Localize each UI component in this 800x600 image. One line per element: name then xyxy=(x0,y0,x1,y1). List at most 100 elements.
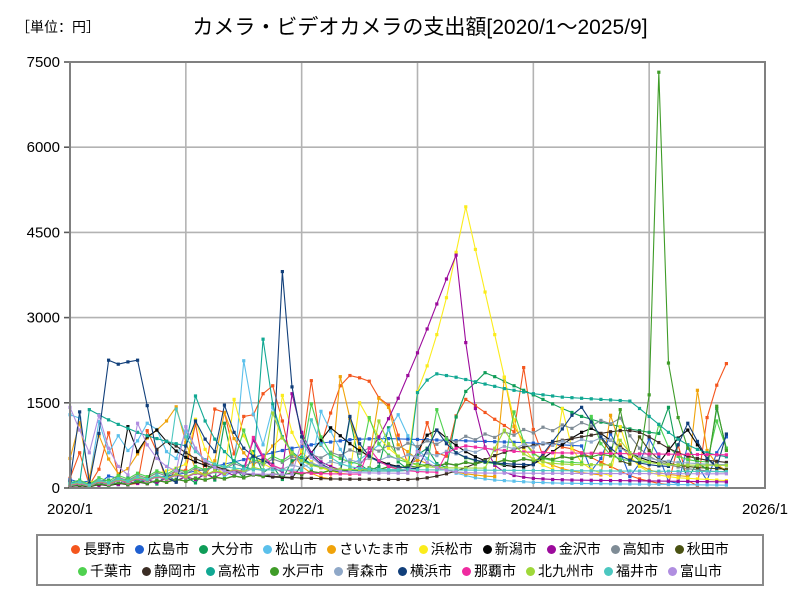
x-tick-label: 2026/1 xyxy=(742,501,788,518)
data-point-marker xyxy=(319,471,323,476)
data-point-marker xyxy=(309,461,313,465)
data-point-marker xyxy=(715,419,719,423)
data-point-marker xyxy=(338,454,342,458)
data-point-marker xyxy=(599,456,603,461)
data-point-marker xyxy=(637,406,642,411)
data-point-marker xyxy=(715,480,719,484)
data-point-marker xyxy=(695,447,700,451)
data-point-marker xyxy=(589,426,593,430)
legend-item-高知市[interactable]: 高知市 xyxy=(610,542,665,556)
data-point-marker xyxy=(184,429,188,433)
data-point-marker xyxy=(367,415,371,420)
data-point-marker xyxy=(705,456,709,461)
data-point-marker xyxy=(319,441,323,445)
data-point-marker xyxy=(512,410,516,414)
data-point-marker xyxy=(406,471,410,475)
data-point-marker xyxy=(377,436,381,441)
data-point-marker xyxy=(309,469,313,473)
data-point-marker xyxy=(512,479,516,483)
legend-item-横浜市[interactable]: 横浜市 xyxy=(398,564,452,578)
data-point-marker xyxy=(367,437,371,441)
data-point-marker xyxy=(213,407,217,411)
legend-marker-icon xyxy=(71,544,81,554)
data-point-marker xyxy=(580,444,584,448)
data-point-marker xyxy=(406,437,410,441)
legend-item-水戸市[interactable]: 水戸市 xyxy=(270,564,324,578)
data-point-marker xyxy=(637,454,642,458)
data-point-marker xyxy=(126,448,130,453)
legend-marker-icon xyxy=(206,566,215,576)
data-point-marker xyxy=(647,454,651,458)
data-point-marker xyxy=(628,458,632,462)
data-point-marker xyxy=(338,447,342,451)
legend-item-秋田市[interactable]: 秋田市 xyxy=(674,542,729,556)
legend-item-広島市[interactable]: 広島市 xyxy=(135,542,189,556)
legend-label: 水戸市 xyxy=(282,563,324,579)
data-point-marker xyxy=(164,450,169,454)
data-point-marker xyxy=(715,483,719,487)
data-point-marker xyxy=(580,421,584,425)
data-point-marker xyxy=(454,463,458,467)
data-point-marker xyxy=(570,436,574,441)
data-point-marker xyxy=(396,457,400,461)
data-point-marker xyxy=(715,451,719,455)
data-point-marker xyxy=(580,481,584,486)
data-point-marker xyxy=(155,469,159,473)
legend-item-富山市[interactable]: 富山市 xyxy=(668,564,722,578)
data-point-marker xyxy=(551,429,555,433)
legend-item-新潟市[interactable]: 新潟市 xyxy=(482,542,537,556)
legend-item-長野市[interactable]: 長野市 xyxy=(71,542,125,556)
data-point-marker xyxy=(686,428,690,432)
legend-item-千葉市[interactable]: 千葉市 xyxy=(78,564,132,578)
data-point-marker xyxy=(425,447,429,451)
legend-item-静岡市[interactable]: 静岡市 xyxy=(142,564,196,578)
data-point-marker xyxy=(357,446,362,450)
legend-item-高松市[interactable]: 高松市 xyxy=(206,564,260,578)
data-point-marker xyxy=(657,422,661,426)
data-point-marker xyxy=(531,441,535,445)
data-point-marker xyxy=(300,439,304,444)
data-point-marker xyxy=(435,442,439,446)
legend-item-大分市[interactable]: 大分市 xyxy=(199,542,253,556)
legend-item-青森市[interactable]: 青森市 xyxy=(334,564,388,578)
series-松山市[interactable] xyxy=(68,359,728,487)
data-point-marker xyxy=(348,414,352,419)
data-point-marker xyxy=(386,454,391,459)
series-富山市[interactable] xyxy=(68,405,728,477)
data-point-marker xyxy=(348,373,352,378)
legend-item-松山市[interactable]: 松山市 xyxy=(263,542,317,556)
data-point-marker xyxy=(145,421,149,425)
data-point-marker xyxy=(319,435,323,439)
data-point-marker xyxy=(637,461,642,465)
data-point-marker xyxy=(107,446,111,450)
legend-item-さいたま市[interactable]: さいたま市 xyxy=(327,542,409,556)
legend-item-福井市[interactable]: 福井市 xyxy=(604,564,658,578)
data-point-marker xyxy=(107,431,111,435)
data-point-marker xyxy=(425,327,429,331)
data-point-marker xyxy=(145,404,149,408)
legend-item-浜松市[interactable]: 浜松市 xyxy=(418,542,473,556)
data-point-marker xyxy=(512,447,516,451)
data-point-marker xyxy=(493,454,497,458)
plot-border xyxy=(69,61,766,489)
data-point-marker xyxy=(97,478,101,482)
data-point-marker xyxy=(647,435,651,439)
data-point-marker xyxy=(724,460,728,465)
data-point-marker xyxy=(541,441,545,445)
legend-item-金沢市[interactable]: 金沢市 xyxy=(546,542,601,556)
data-point-marker xyxy=(290,446,294,450)
legend-item-那覇市[interactable]: 那覇市 xyxy=(462,564,516,578)
data-point-marker xyxy=(512,471,516,475)
data-point-marker xyxy=(618,446,622,450)
data-point-marker xyxy=(329,452,333,456)
data-point-marker xyxy=(483,382,487,386)
data-point-marker xyxy=(174,472,178,476)
data-point-marker xyxy=(116,473,120,478)
data-point-marker xyxy=(647,469,651,473)
legend-item-北九州市[interactable]: 北九州市 xyxy=(526,564,594,578)
data-point-marker xyxy=(155,471,159,475)
data-point-marker xyxy=(724,455,728,459)
data-point-marker xyxy=(454,443,458,447)
series-福井市[interactable] xyxy=(68,407,728,487)
data-point-marker xyxy=(78,451,82,455)
